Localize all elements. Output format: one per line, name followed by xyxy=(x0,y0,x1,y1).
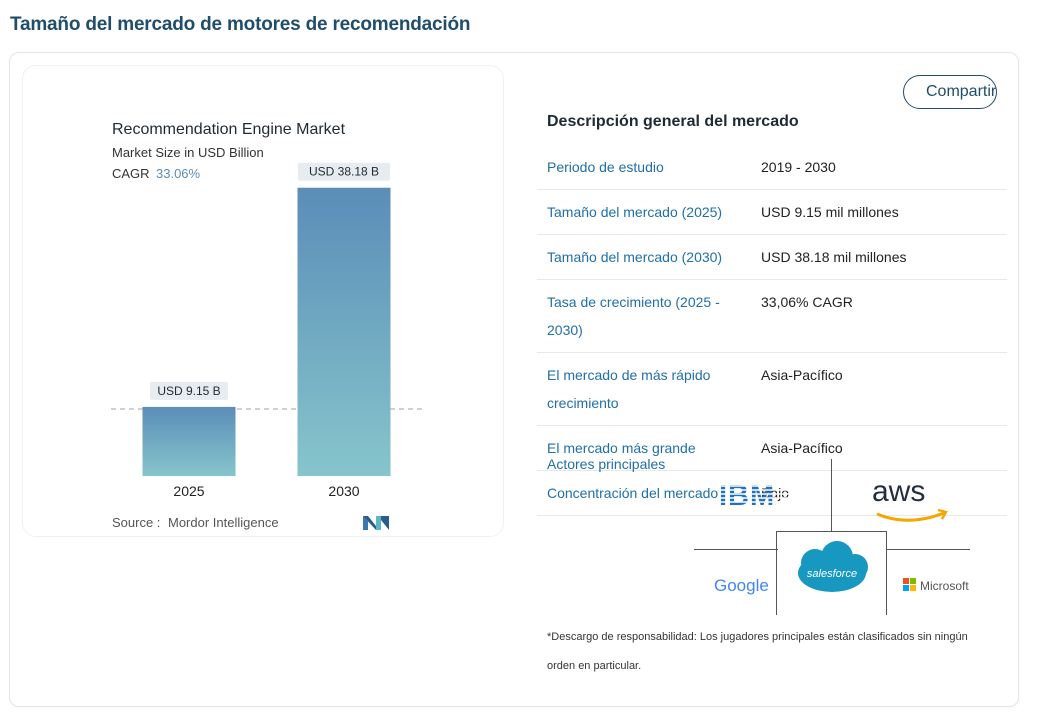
logo-divider xyxy=(886,531,887,615)
logo-divider xyxy=(776,531,777,615)
microsoft-squares-icon xyxy=(903,578,916,591)
salesforce-cloud-icon xyxy=(798,541,868,592)
players-label: Actores principales xyxy=(547,456,666,472)
bars-group: USD 9.15 B 2025 USD 38.18 B 2030 xyxy=(142,162,391,499)
row-label: Tasa de crecimiento (2025 - 2030) xyxy=(547,294,720,338)
cagr-value: 33.06% xyxy=(156,166,201,181)
aws-smile-icon xyxy=(876,511,945,522)
chart-subtitle: Market Size in USD Billion xyxy=(112,145,264,160)
table-row: Tamaño del mercado (2030) USD 38.18 mil … xyxy=(537,235,1007,280)
data-label-bg xyxy=(150,381,228,400)
logo-divider xyxy=(886,549,970,550)
players-logos: IBM aws Google salesforce xyxy=(694,459,970,615)
table-row: Concentración del mercado Bajo xyxy=(537,471,1007,516)
x-tick-label: 2025 xyxy=(173,483,204,499)
logo-divider xyxy=(694,549,778,550)
bar-2025 xyxy=(142,406,236,476)
mordor-logo-icon xyxy=(363,516,389,530)
market-card: Recommendation Engine Market Market Size… xyxy=(9,52,1019,707)
table-row: Periodo de estudio 2019 - 2030 xyxy=(537,145,1007,190)
cagr-label: CAGR xyxy=(112,166,150,181)
share-button[interactable]: Compartir xyxy=(903,75,997,109)
row-value: Asia-Pacífico xyxy=(761,440,843,456)
aws-arrow-icon xyxy=(937,508,948,520)
microsoft-logo: Microsoft xyxy=(920,579,969,593)
row-value: 33,06% CAGR xyxy=(761,294,853,310)
logo-divider xyxy=(776,531,887,532)
row-value: Asia-Pacífico xyxy=(761,367,843,383)
row-value: 2019 - 2030 xyxy=(761,159,836,175)
table-row: El mercado de más rápido crecimiento Asi… xyxy=(537,353,1007,426)
page-title: Tamaño del mercado de motores de recomen… xyxy=(10,14,471,35)
source-label: Source : xyxy=(112,515,160,530)
row-label: Periodo de estudio xyxy=(547,159,664,175)
table-row: El mercado más grande Asia-Pacífico xyxy=(537,426,1007,471)
source-name: Mordor Intelligence xyxy=(168,515,279,530)
data-label: USD 9.15 B xyxy=(157,384,220,398)
disclaimer: *Descargo de responsabilidad: Los jugado… xyxy=(547,631,968,672)
row-value: USD 38.18 mil millones xyxy=(761,249,907,265)
x-tick-label: 2030 xyxy=(328,483,359,499)
row-label: Concentración del mercado xyxy=(547,485,719,501)
row-label: El mercado más grande xyxy=(547,440,696,456)
data-label: USD 38.18 B xyxy=(309,165,379,179)
row-label: El mercado de más rápido crecimiento xyxy=(547,367,711,411)
logo-divider xyxy=(831,459,832,531)
data-label-bg xyxy=(298,162,390,181)
overview-table: Periodo de estudio 2019 - 2030 Tamaño de… xyxy=(537,145,1007,516)
table-row: Tamaño del mercado (2025) USD 9.15 mil m… xyxy=(537,190,1007,235)
row-label: Tamaño del mercado (2025) xyxy=(547,204,723,220)
salesforce-logo: salesforce xyxy=(807,568,857,580)
row-value: Bajo xyxy=(761,485,790,501)
bar-2030 xyxy=(297,187,391,476)
ibm-stripes xyxy=(718,485,794,503)
market-size-chart: Recommendation Engine Market Market Size… xyxy=(111,121,425,530)
aws-logo: aws xyxy=(872,475,925,508)
chart-title: Recommendation Engine Market xyxy=(112,121,346,138)
chart-panel: Recommendation Engine Market Market Size… xyxy=(22,65,504,537)
ibm-logo: IBM xyxy=(719,480,775,512)
table-row: Tasa de crecimiento (2025 - 2030) 33,06%… xyxy=(537,280,1007,353)
row-label: Tamaño del mercado (2030) xyxy=(547,249,723,265)
google-logo: Google xyxy=(714,576,769,595)
row-value: USD 9.15 mil millones xyxy=(761,204,899,220)
overview-title: Descripción general del mercado xyxy=(547,113,799,130)
